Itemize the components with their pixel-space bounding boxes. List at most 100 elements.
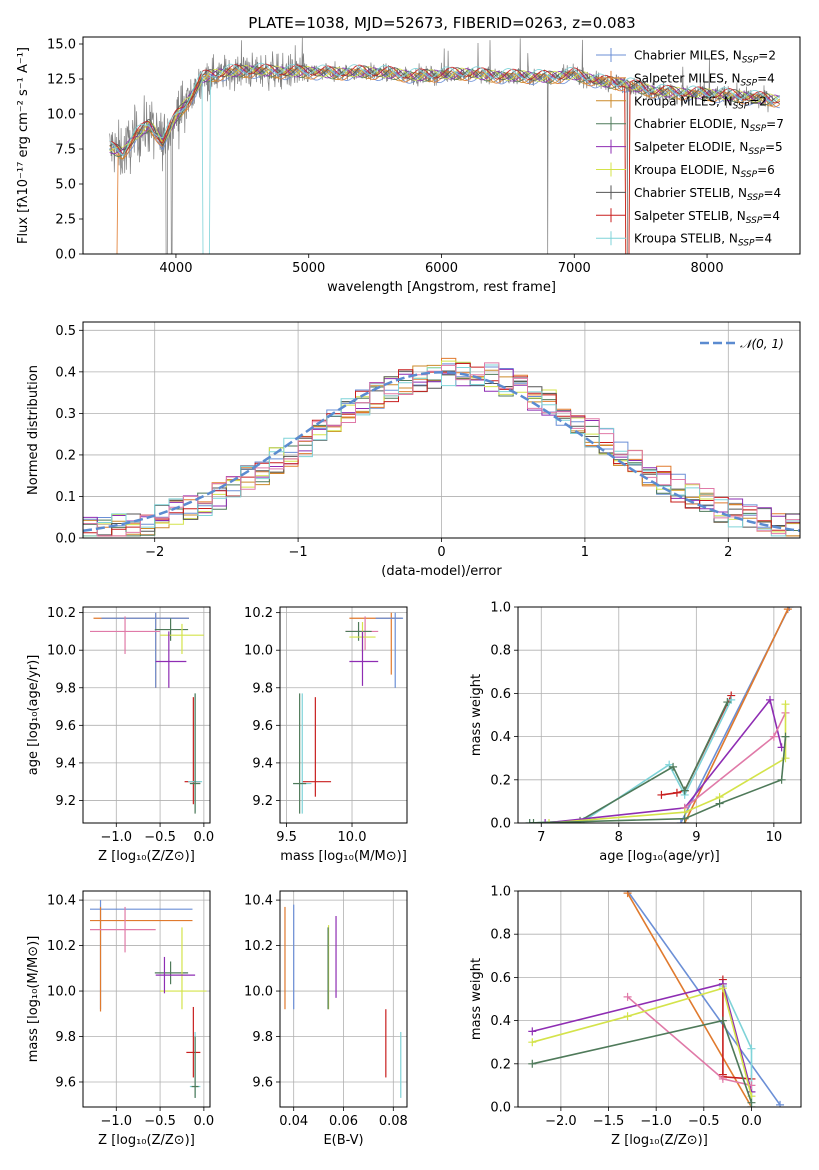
- errorbar-point-4: [160, 927, 207, 1010]
- weight-marker: [777, 775, 786, 784]
- legend-label: Chabrier ELODIE, N: [634, 117, 750, 131]
- histogram-series-9: [83, 362, 800, 537]
- y-axis-label: mass weight: [469, 958, 484, 1040]
- y-tick-label: 7.5: [55, 143, 76, 158]
- x-axis-label: wavelength [Angstrom, rest frame]: [327, 280, 556, 295]
- plot-area-residuals: [83, 357, 800, 537]
- figure-title: PLATE=1038, MJD=52673, FIBERID=0263, z=0…: [248, 14, 635, 32]
- legend-subscript: SSP: [748, 147, 765, 157]
- weight-marker: [783, 607, 792, 614]
- weight-marker: [623, 891, 632, 898]
- plot-area-mass-vs-Z: [90, 900, 207, 1098]
- legend-entry: Chabrier STELIB, NSSP=4: [634, 186, 781, 203]
- legend-suffix: =4: [764, 186, 782, 200]
- x-axis-label: (data-model)/error: [381, 564, 502, 579]
- y-tick-label: 10.0: [244, 985, 273, 1000]
- legend-subscript: SSP: [733, 101, 750, 111]
- y-tick-label: 0.4: [490, 1014, 511, 1029]
- weight-line-0: [626, 891, 781, 1106]
- y-tick-label: 0.4: [55, 365, 76, 380]
- legend-subscript: SSP: [741, 78, 758, 88]
- x-tick-label: 0.04: [279, 1114, 308, 1129]
- weight-marker: [545, 819, 554, 823]
- legend-label: Kroupa STELIB, N: [634, 232, 738, 246]
- x-tick-label: 8000: [691, 261, 724, 276]
- y-tick-label: 10.0: [47, 644, 76, 659]
- axes-frame-weight-vs-age: [517, 606, 802, 824]
- weight-marker: [769, 732, 778, 741]
- axes-frame-mass-vs-Z: [82, 890, 211, 1108]
- weight-marker: [747, 1044, 756, 1053]
- weight-marker: [723, 698, 732, 707]
- plot-area-mass-vs-EBV: [284, 904, 402, 1098]
- panel-mass-vs-EBV: 0.04 0.06 0.08 9.6 9.8 10.0 10.2 10.4 E(B-V): [244, 890, 408, 1148]
- errorbar-point-8: [191, 1036, 199, 1098]
- legend-label: Salpeter ELODIE, N: [634, 140, 748, 154]
- y-tick-label: 9.8: [252, 681, 273, 696]
- legend-entry: Kroupa MILES, NSSP=2: [634, 94, 767, 111]
- weight-marker: [680, 786, 689, 795]
- y-tick-label: 9.4: [252, 756, 273, 771]
- weight-marker: [623, 1012, 632, 1021]
- x-tick-label: 9.5: [276, 830, 297, 845]
- x-tick-label: −1.0: [100, 1114, 132, 1129]
- legend-label: Salpeter MILES, N: [634, 71, 741, 85]
- x-tick-label: 8: [615, 830, 623, 845]
- y-tick-label: 0.8: [490, 644, 511, 659]
- y-tick-label: 0.8: [490, 928, 511, 943]
- x-tick-label: 0.08: [379, 1114, 408, 1129]
- legend-entry: Salpeter STELIB, NSSP=4: [634, 209, 780, 226]
- y-tick-label: 0.0: [490, 817, 511, 832]
- y-tick-label: 0.0: [55, 532, 76, 547]
- y-tick-label: 2.5: [55, 213, 76, 228]
- errorbar-point-1: [101, 612, 189, 688]
- x-axis-label: Z [log₁₀(Z/Z⊙)]: [98, 1133, 195, 1148]
- y-tick-label: 0.0: [490, 1101, 511, 1116]
- errorbar-point-1: [90, 906, 193, 1012]
- y-tick-label: 10.2: [244, 939, 273, 954]
- panel-mass-vs-Z: −1.0 −0.5 0.0 9.6 9.8 10.0 10.2 10.4 Z [log₁₀(Z/…: [26, 890, 214, 1148]
- y-tick-label: 10.2: [47, 606, 76, 621]
- y-tick-label: 9.4: [55, 756, 76, 771]
- legend-suffix: =2: [758, 49, 776, 63]
- y-axis-label: mass [log₁₀(M/M⊙)]: [26, 936, 41, 1063]
- weight-line-1: [626, 892, 753, 1107]
- y-tick-label: 9.6: [252, 1075, 273, 1090]
- y-tick-label: 9.8: [252, 1030, 273, 1045]
- y-tick-label: 0.2: [490, 773, 511, 788]
- gaussian-curve: [83, 371, 800, 532]
- panel-weight-vs-Z: −2.0 −1.5 −1.0 −0.5 0.0 0.0 0.2 0.4 0.6 0.8 1.0 Z […: [469, 885, 802, 1148]
- y-tick-label: 0.4: [490, 730, 511, 745]
- x-axis-label: Z [log₁₀(Z/Z⊙)]: [98, 849, 195, 864]
- weight-marker: [680, 814, 689, 823]
- x-tick-label: −1.0: [100, 830, 132, 845]
- weight-marker: [672, 788, 681, 797]
- legend-label: Chabrier STELIB, N: [634, 186, 747, 200]
- errorbar-point-8: [293, 693, 307, 814]
- legend-label: Kroupa ELODIE, N: [634, 163, 741, 177]
- panel-weight-vs-age: 7 8 9 10 0.0 0.2 0.4 0.6 0.8 1.0 age [log₁₀(age/yr…: [469, 601, 802, 864]
- y-tick-label: 5.0: [55, 178, 76, 193]
- spectrum-model-line-8: [109, 62, 781, 254]
- errorbar-point-2: [90, 906, 156, 953]
- x-tick-label: 5000: [292, 261, 325, 276]
- y-tick-label: 0.2: [490, 1057, 511, 1072]
- panel-spectrum: 4000 5000 6000 7000 8000 0.0 2.5 5.0 7.5 10.0 12.5…: [16, 36, 801, 295]
- x-tick-label: −0.5: [688, 1114, 720, 1129]
- y-tick-label: 0.5: [55, 324, 76, 339]
- legend-subscript: SSP: [742, 56, 759, 66]
- legend-entry: Chabrier ELODIE, NSSP=7: [634, 117, 784, 134]
- legend-entry: Chabrier MILES, NSSP=2: [634, 49, 776, 66]
- spectrum-model-line-6: [109, 64, 780, 151]
- y-tick-label: 9.8: [55, 1030, 76, 1045]
- weight-marker: [623, 992, 632, 1001]
- x-tick-label: 7: [537, 830, 545, 845]
- x-tick-label: −0.5: [144, 1114, 176, 1129]
- errorbar-point-2: [90, 616, 161, 654]
- weight-marker: [528, 1059, 537, 1068]
- panel-age-vs-mass: 9.5 10.0 9.2 9.4 9.6 9.8 10.0 10.2 mass [log₁₀(M…: [244, 606, 408, 864]
- weight-marker: [718, 1016, 727, 1025]
- legend-subscript: SSP: [746, 216, 763, 226]
